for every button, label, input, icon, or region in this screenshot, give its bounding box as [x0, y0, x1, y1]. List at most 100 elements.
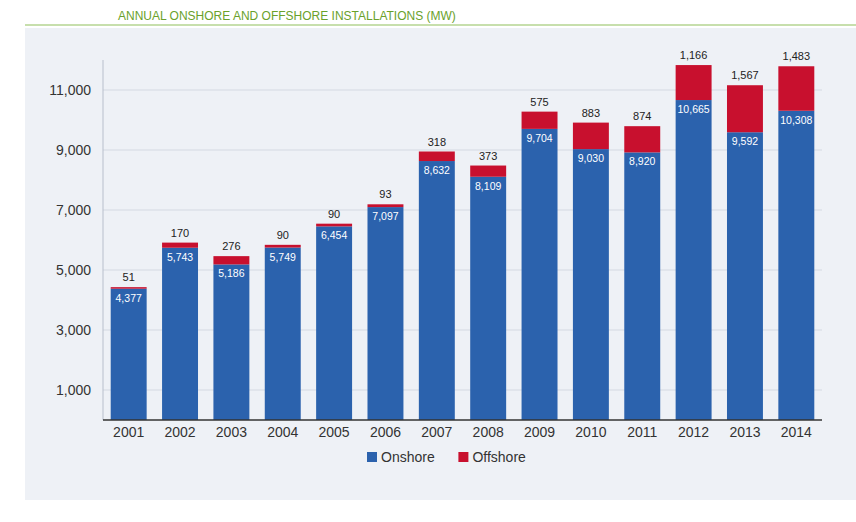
data-label: 6,454: [321, 229, 347, 241]
legend-label: Onshore: [381, 449, 435, 465]
x-tick-label: 2010: [575, 424, 606, 440]
x-tick-label: 2005: [319, 424, 350, 440]
x-tick-label: 2013: [729, 424, 760, 440]
bars: [111, 65, 815, 420]
bar-segment: [265, 245, 301, 248]
data-label: 318: [428, 136, 446, 148]
title-band: [0, 0, 856, 28]
bar-segment: [522, 129, 558, 420]
grid-line: [103, 270, 822, 271]
chart-title: ANNUAL ONSHORE AND OFFSHORE INSTALLATION…: [118, 9, 456, 23]
grid-line: [103, 150, 822, 151]
data-label: 7,097: [372, 210, 398, 222]
y-tick-label: 9,000: [56, 142, 91, 158]
grid-line: [103, 330, 822, 331]
grid-line: [103, 90, 822, 91]
data-label: 90: [277, 229, 289, 241]
bar-segment: [419, 161, 455, 420]
legend-swatch: [367, 452, 377, 462]
bar-segment: [213, 264, 249, 420]
bar-segment: [162, 248, 198, 420]
bar-segment: [727, 85, 763, 132]
x-axis-line: [103, 419, 822, 421]
x-tick-label: 2014: [781, 424, 812, 440]
bar-segment: [727, 132, 763, 420]
bar-segment: [624, 126, 660, 152]
y-tick-label: 7,000: [56, 202, 91, 218]
data-label: 9,592: [732, 135, 758, 147]
data-labels: 4,377 5,743 5,186 5,749 6,454 7,097 8,632 8,109…: [116, 49, 813, 304]
bar-segment: [419, 152, 455, 162]
y-tick-labels: 1,000 3,000 5,000 7,000 9,000 11,000: [49, 82, 91, 398]
x-tick-label: 2002: [164, 424, 195, 440]
x-tick-label: 2007: [421, 424, 452, 440]
data-label: 170: [171, 227, 189, 239]
bar-segment: [111, 289, 147, 420]
bar-segment: [367, 207, 403, 420]
data-label: 276: [222, 240, 240, 252]
bar-segment: [676, 65, 712, 100]
data-label: 1,166: [680, 49, 708, 61]
bar-segment: [162, 243, 198, 248]
data-label: 1,483: [783, 50, 811, 62]
data-label: 8,920: [629, 155, 655, 167]
bar-segment: [470, 166, 506, 177]
y-tick-label: 3,000: [56, 322, 91, 338]
legend-label: Offshore: [472, 449, 526, 465]
data-label: 883: [582, 107, 600, 119]
x-tick-label: 2003: [216, 424, 247, 440]
bar-segment: [624, 152, 660, 420]
data-label: 5,749: [270, 251, 296, 263]
data-label: 8,632: [424, 164, 450, 176]
data-label: 90: [328, 208, 340, 220]
grid-line: [103, 390, 822, 391]
title-rule: [25, 25, 856, 26]
bar-segment: [522, 112, 558, 129]
bar-segment: [367, 204, 403, 207]
bar-segment: [111, 287, 147, 289]
bar-segment: [778, 66, 814, 110]
x-tick-label: 2001: [113, 424, 144, 440]
background-panel: [25, 28, 856, 500]
bar-segment: [573, 123, 609, 149]
bar-segment: [573, 149, 609, 420]
bar-segment: [676, 100, 712, 420]
data-label: 10,308: [780, 114, 812, 126]
x-tick-label: 2011: [627, 424, 657, 440]
legend-swatch: [458, 452, 468, 462]
data-label: 4,377: [116, 292, 142, 304]
data-label: 10,665: [678, 103, 710, 115]
data-label: 874: [633, 110, 651, 122]
data-label: 5,186: [218, 267, 244, 279]
y-tick-label: 5,000: [56, 262, 91, 278]
y-axis-line: [103, 60, 104, 420]
y-tick-label: 11,000: [49, 82, 91, 98]
x-tick-label: 2006: [370, 424, 401, 440]
bar-segment: [470, 177, 506, 420]
bar-segment: [316, 226, 352, 420]
x-tick-label: 2004: [267, 424, 298, 440]
data-label: 1,567: [731, 69, 759, 81]
x-tick-label: 2012: [678, 424, 709, 440]
data-label: 9,030: [578, 152, 604, 164]
data-label: 5,743: [167, 251, 193, 263]
chart-svg: ANNUAL ONSHORE AND OFFSHORE INSTALLATION…: [0, 0, 856, 522]
data-label: 575: [530, 96, 548, 108]
data-label: 9,704: [526, 132, 552, 144]
grid: [103, 90, 822, 390]
data-label: 8,109: [475, 180, 501, 192]
legend: Onshore Offshore: [367, 449, 526, 465]
y-tick-label: 1,000: [56, 382, 91, 398]
data-label: 93: [379, 188, 391, 200]
bar-segment: [778, 111, 814, 420]
bar-segment: [213, 256, 249, 264]
x-tick-label: 2008: [473, 424, 504, 440]
data-label: 373: [479, 150, 497, 162]
data-label: 51: [123, 271, 135, 283]
x-tick-labels: 2001 2002 2003 2004 2005 2006 2007 2008 2009 2010…: [113, 424, 812, 440]
x-tick-label: 2009: [524, 424, 555, 440]
chart-root: ANNUAL ONSHORE AND OFFSHORE INSTALLATION…: [0, 0, 856, 522]
bar-segment: [265, 248, 301, 420]
grid-line: [103, 210, 822, 211]
bar-segment: [316, 224, 352, 227]
